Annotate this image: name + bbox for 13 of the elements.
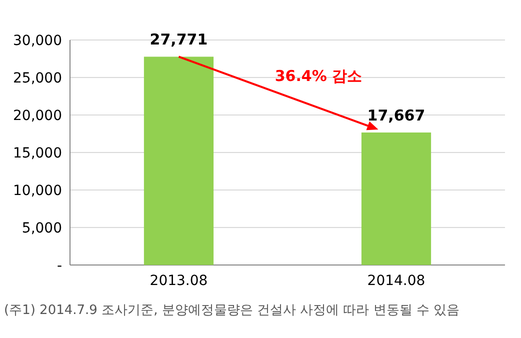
- x-tick-label: 2013.08: [150, 273, 208, 289]
- annotation: 36.4% 감소: [274, 67, 362, 86]
- y-tick-label: 25,000: [13, 70, 62, 86]
- y-tick-label: 15,000: [13, 146, 62, 162]
- y-tick-label: 10,000: [13, 183, 62, 199]
- y-tick-label: 30,000: [13, 33, 62, 49]
- x-tick-label: 2014.08: [367, 273, 426, 289]
- text: (주1) 2014.7.9 조사기준, 분양예정물량은 건설사 사정에 따라 변동될 수 있음: [4, 303, 460, 318]
- data-label: 27,771: [150, 30, 208, 49]
- y-tick-label: 5,000: [22, 220, 62, 236]
- data-label: 17,667: [367, 106, 426, 124]
- y-tick-label: -: [56, 258, 62, 274]
- y-tick-label: 20,000: [13, 108, 62, 124]
